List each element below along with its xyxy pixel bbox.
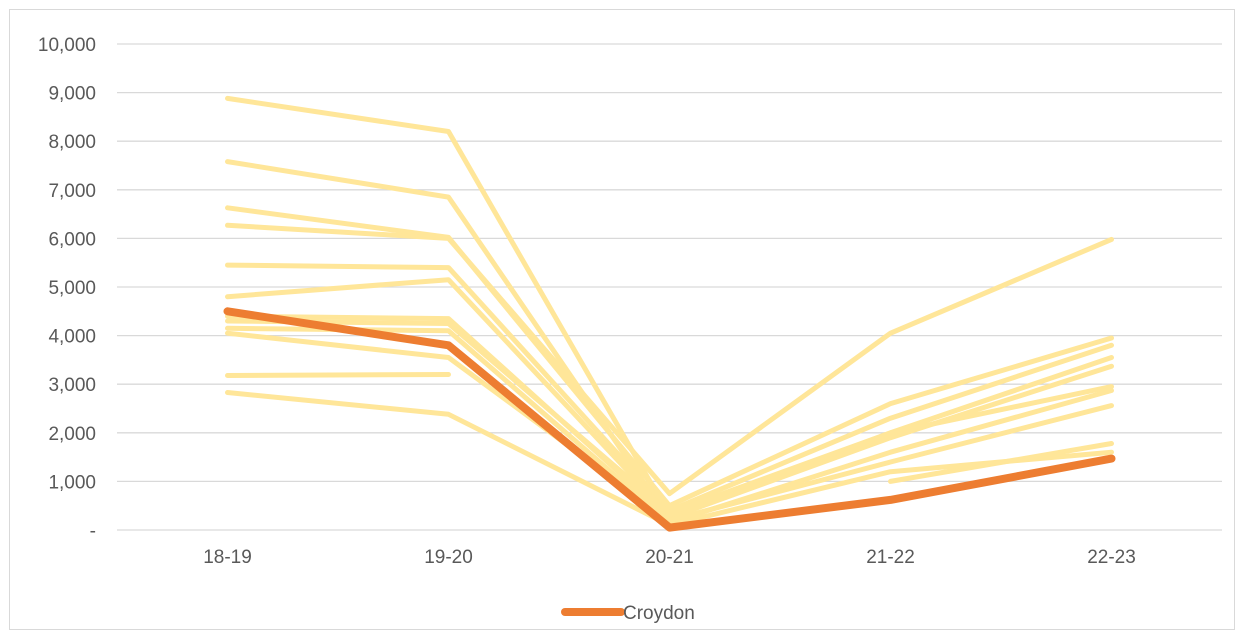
x-tick-label: 21-22 [866, 547, 915, 568]
y-tick-label: 9,000 [48, 84, 96, 105]
grid-layer [117, 43, 1222, 531]
y-tick-label: 10,000 [38, 35, 96, 56]
series-line-croydon [223, 307, 1116, 532]
y-tick-label: - [90, 521, 96, 542]
y-tick-label: 5,000 [48, 278, 96, 299]
highlight-series-layer [223, 307, 1116, 532]
y-tick-label: 4,000 [48, 327, 96, 348]
x-tick-label: 20-21 [645, 547, 694, 568]
series-line-other [225, 222, 1114, 497]
legend: Croydon [561, 603, 695, 624]
chart-frame [9, 9, 1235, 630]
y-tick-label: 2,000 [48, 424, 96, 445]
x-tick-label: 22-23 [1087, 547, 1136, 568]
series-line-other [225, 318, 1114, 516]
axis-layer: - 1,000 2,000 3,000 4,000 5,000 6,000 7,000 8,00… [38, 35, 1136, 568]
legend-label-croydon: Croydon [623, 603, 695, 624]
other-series-layer [225, 95, 1114, 528]
x-tick-label: 18-19 [203, 547, 252, 568]
y-tick-label: 1,000 [48, 472, 96, 493]
series-line-other [225, 330, 1114, 523]
y-tick-label: 8,000 [48, 132, 96, 153]
x-tick-label: 19-20 [424, 547, 473, 568]
y-tick-label: 3,000 [48, 375, 96, 396]
series-line-other [225, 372, 451, 378]
series-line-other [225, 262, 1114, 514]
y-tick-label: 7,000 [48, 181, 96, 202]
series-line-other [225, 205, 1114, 509]
series-line-other [225, 95, 672, 518]
y-tick-label: 6,000 [48, 229, 96, 250]
